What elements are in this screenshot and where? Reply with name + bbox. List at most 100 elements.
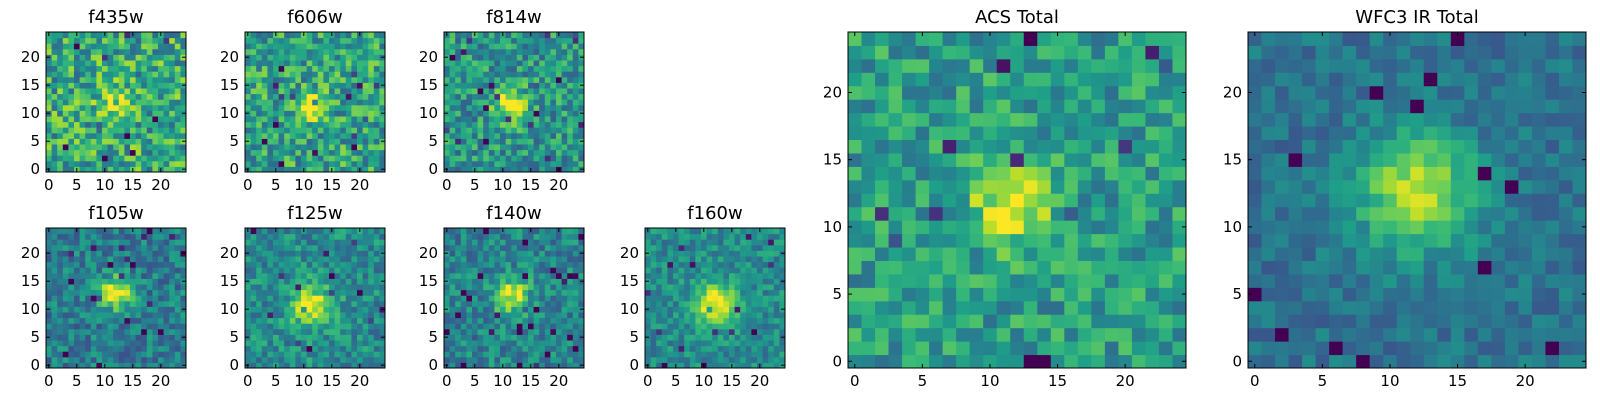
- heatmap-cell: [340, 340, 347, 347]
- heatmap-cell: [57, 99, 64, 106]
- heatmap-cell: [449, 340, 456, 347]
- heatmap-cell: [113, 328, 120, 335]
- heatmap-cell: [146, 37, 153, 44]
- heatmap-cell: [107, 93, 114, 100]
- heatmap-cell: [85, 356, 92, 363]
- heatmap-cell: [701, 278, 708, 285]
- heatmap-cell: [745, 300, 752, 307]
- heatmap-cell: [902, 341, 917, 356]
- heatmap-cell: [488, 132, 495, 139]
- heatmap-cell: [472, 99, 479, 106]
- heatmap-cell: [169, 93, 176, 100]
- heatmap-cell: [477, 121, 484, 128]
- heatmap-cell: [107, 155, 114, 162]
- heatmap-cell: [169, 244, 176, 251]
- heatmap-cell: [317, 267, 324, 274]
- heatmap-cell: [472, 48, 479, 55]
- heatmap-cell: [345, 334, 352, 341]
- heatmap-cell: [656, 312, 663, 319]
- heatmap-cell: [323, 362, 330, 369]
- heatmap-cell: [351, 110, 358, 117]
- heatmap-cell: [317, 110, 324, 117]
- heatmap-cell: [174, 65, 181, 72]
- heatmap-cell: [650, 334, 657, 341]
- heatmap-cell: [1037, 327, 1052, 342]
- heatmap-cell: [505, 104, 512, 111]
- heatmap-cell: [466, 239, 473, 246]
- heatmap-cell: [141, 300, 148, 307]
- heatmap-cell: [158, 160, 165, 167]
- heatmap-cell: [261, 334, 268, 341]
- heatmap-cell: [174, 272, 181, 279]
- axes-frame: [644, 227, 786, 369]
- heatmap-cell: [278, 65, 285, 72]
- heatmap-cell: [284, 127, 291, 134]
- heatmap-cell: [550, 127, 557, 134]
- heatmap-cell: [1131, 354, 1146, 369]
- heatmap-cell: [848, 341, 863, 356]
- heatmap-cell: [488, 278, 495, 285]
- heatmap-cell: [695, 312, 702, 319]
- heatmap-cell: [516, 272, 523, 279]
- heatmap-cell: [90, 261, 97, 268]
- heatmap-cell: [146, 278, 153, 285]
- y-tick-label: 5: [629, 328, 639, 346]
- heatmap-cell: [306, 256, 313, 263]
- heatmap-cell: [556, 127, 563, 134]
- heatmap-cell: [684, 300, 691, 307]
- heatmap-cell: [273, 272, 280, 279]
- heatmap-cell: [295, 284, 302, 291]
- heatmap-cell: [158, 323, 165, 330]
- heatmap-cell: [51, 144, 58, 151]
- heatmap-cell: [368, 54, 375, 61]
- heatmap-cell: [295, 345, 302, 352]
- heatmap-cell: [1010, 166, 1025, 181]
- heatmap-cell: [567, 71, 574, 78]
- heatmap-cell: [689, 362, 696, 369]
- axes-frame: [45, 31, 187, 173]
- heatmap-cell: [567, 306, 574, 313]
- heatmap-cell: [357, 323, 364, 330]
- heatmap-cell: [706, 228, 713, 235]
- heatmap-cell: [79, 32, 86, 39]
- heatmap-cell: [250, 71, 257, 78]
- heatmap-cell: [751, 351, 758, 358]
- heatmap-cell: [295, 65, 302, 72]
- heatmap-cell: [751, 317, 758, 324]
- heatmap-cell: [455, 345, 462, 352]
- heatmap-cell: [544, 362, 551, 369]
- heatmap-cell: [301, 351, 308, 358]
- heatmap-cell: [68, 116, 75, 123]
- heatmap-cell: [444, 60, 451, 67]
- heatmap-cell: [323, 110, 330, 117]
- heatmap-cell: [312, 99, 319, 106]
- heatmap-cell: [444, 233, 451, 240]
- heatmap-cell: [567, 110, 574, 117]
- heatmap-cell: [488, 300, 495, 307]
- heatmap-cell: [983, 206, 998, 221]
- heatmap-cell: [706, 244, 713, 251]
- heatmap-cell: [362, 132, 369, 139]
- heatmap-cell: [561, 149, 568, 156]
- heatmap-cell: [62, 261, 69, 268]
- heatmap-cell: [118, 60, 125, 67]
- heatmap-cell: [85, 76, 92, 83]
- heatmap-cell: [169, 306, 176, 313]
- heatmap-cell: [550, 340, 557, 347]
- heatmap-cell: [578, 267, 585, 274]
- heatmap-cell: [152, 160, 159, 167]
- heatmap-cell: [762, 239, 769, 246]
- heatmap-cell: [477, 284, 484, 291]
- heatmap-cell: [578, 228, 585, 235]
- heatmap-cell: [656, 328, 663, 335]
- heatmap-cell: [779, 351, 786, 358]
- heatmap-cell: [329, 149, 336, 156]
- heatmap-cell: [505, 82, 512, 89]
- heatmap-cell: [455, 166, 462, 173]
- heatmap-cell: [278, 306, 285, 313]
- heatmap-cell: [368, 166, 375, 173]
- x-tick-label: 20: [151, 372, 170, 390]
- heatmap-cell: [141, 32, 148, 39]
- heatmap-cell: [57, 88, 64, 95]
- heatmap-cell: [289, 362, 296, 369]
